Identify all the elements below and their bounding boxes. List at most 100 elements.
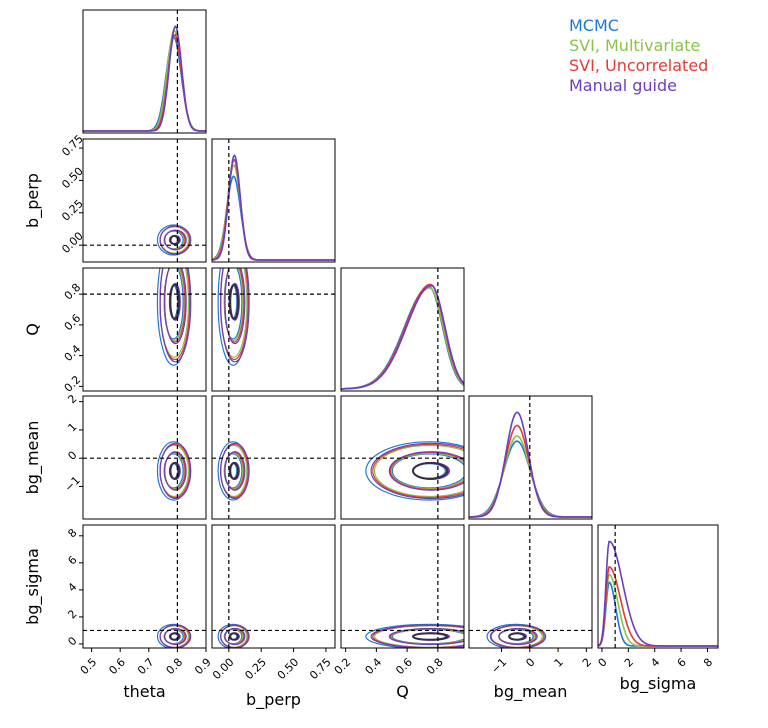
- contour-core: [169, 283, 180, 321]
- panel-plot-area: [83, 139, 206, 262]
- y-tick-label: 0.50: [59, 165, 86, 192]
- panel-Q-hist: [340, 267, 465, 392]
- panel-theta-vs-b_perp: 0.00 0.25 0.50 0.75: [59, 132, 207, 263]
- contour-1-3: [224, 451, 246, 491]
- y-tick-label: 0: [65, 634, 79, 648]
- panel-frame: [211, 395, 336, 520]
- contour-1-3: [224, 268, 246, 345]
- x-tick-label: 0.2: [332, 656, 354, 678]
- y-tick-label: 0.75: [59, 132, 86, 159]
- contour-core: [228, 283, 240, 321]
- panel-frame: [82, 395, 207, 520]
- panel-frame: [82, 267, 207, 392]
- y-tick-label: 0.8: [62, 281, 84, 303]
- contour-2-3: [370, 624, 464, 648]
- panel-b_perp-hist: [211, 138, 336, 263]
- legend-entry-svi-uncorrelated: SVI, Uncorrelated: [569, 56, 709, 75]
- x-tick-label: 2: [622, 656, 636, 670]
- panel-frame: [340, 395, 465, 520]
- y-axis-label-Q: Q: [23, 323, 42, 336]
- panel-b_perp-vs-bg_sigma: 0.00 0.25 0.50 0.75: [210, 524, 336, 683]
- contour-2-0: [365, 623, 464, 648]
- y-tick-label: 0.4: [62, 342, 84, 364]
- x-tick-label: −1: [489, 656, 510, 677]
- contour-core: [411, 462, 449, 480]
- panel-bg_mean-hist: [468, 395, 593, 520]
- contour-core: [508, 632, 526, 641]
- x-axis-label-bg_sigma: bg_sigma: [620, 674, 697, 694]
- panel-plot-area: [83, 10, 206, 133]
- x-tick-label: 0.00: [210, 656, 237, 683]
- series-line-3: [469, 411, 592, 518]
- x-tick-label: 0.8: [164, 656, 186, 678]
- contour-core: [169, 462, 180, 480]
- y-axis-label-bg_sigma: bg_sigma: [23, 548, 43, 625]
- legend-entry-mcmc: MCMC: [569, 16, 619, 35]
- contour-2-3: [220, 442, 250, 500]
- panel-frame: [468, 524, 593, 649]
- contour-1-3: [164, 451, 187, 491]
- panel-plot-area: [83, 396, 206, 519]
- y-tick-label: −1: [62, 474, 83, 495]
- series-line-1: [469, 435, 592, 518]
- contour-2-3: [370, 442, 464, 500]
- x-tick-label: 4: [648, 656, 662, 670]
- series-line-0: [212, 175, 335, 261]
- series-line-3: [212, 154, 335, 261]
- contour-core: [169, 234, 180, 246]
- panel-plot-area: [212, 268, 335, 391]
- x-tick-label: 8: [701, 656, 715, 670]
- y-tick-label: 1: [65, 420, 79, 434]
- panel-plot-area: [212, 525, 335, 648]
- x-axis-label-theta: theta: [123, 682, 165, 701]
- panel-frame: [82, 524, 207, 649]
- panel-frame: [82, 9, 207, 134]
- x-axis-label-bg_mean: bg_mean: [494, 682, 568, 702]
- contour-1-0: [391, 453, 464, 489]
- x-tick-label: 0.6: [106, 656, 128, 678]
- panel-plot-area: [341, 396, 464, 519]
- x-tick-label: 2: [580, 656, 594, 670]
- panel-plot-area: [83, 525, 206, 648]
- contour-2-2: [372, 443, 464, 499]
- panel-plot-area: [598, 525, 718, 648]
- legend: MCMC SVI, Multivariate SVI, Uncorrelated…: [569, 16, 708, 96]
- series-line-3: [341, 284, 464, 390]
- panel-theta-hist: [82, 9, 207, 134]
- panel-plot-area: [341, 268, 464, 391]
- contour-2-3: [159, 225, 192, 255]
- y-tick-label: 0.25: [59, 197, 86, 224]
- contour-core: [228, 632, 240, 641]
- x-axis-label-b_perp: b_perp: [246, 690, 301, 710]
- y-tick-label: 0.6: [62, 312, 84, 334]
- panel-theta-vs-bg_mean: −1 0 1 2: [62, 392, 207, 520]
- y-axis-label-bg_mean: bg_mean: [23, 421, 43, 495]
- series-line-0: [469, 440, 592, 518]
- panel-plot-area: [212, 139, 335, 262]
- panel-plot-area: [212, 396, 335, 519]
- x-tick-label: 6: [675, 656, 689, 670]
- contour-1-3: [224, 627, 246, 646]
- panel-Q-vs-bg_mean: [340, 395, 465, 520]
- panel-frame: [340, 524, 465, 649]
- panel-plot-area: [469, 396, 592, 519]
- contour-1-1: [390, 452, 464, 490]
- x-tick-label: 0.50: [275, 656, 302, 683]
- contour-1-3: [164, 268, 187, 345]
- series-line-3: [83, 25, 206, 132]
- y-axis-label-b_perp: b_perp: [23, 173, 43, 228]
- y-tick-label: 8: [65, 526, 79, 540]
- contour-1-3: [388, 451, 464, 491]
- panel-frame: [82, 138, 207, 263]
- x-tick-label: 0.5: [78, 656, 100, 678]
- contour-2-3: [489, 624, 547, 648]
- x-tick-label: 0.6: [393, 656, 415, 678]
- panel-frame: [211, 524, 336, 649]
- contour-2-0: [365, 441, 464, 501]
- panel-b_perp-vs-bg_mean: [211, 395, 336, 520]
- panel-frame: [468, 395, 593, 520]
- panel-plot-area: [469, 525, 592, 648]
- series-line-2: [469, 424, 592, 518]
- y-tick-label: 0.00: [59, 229, 86, 256]
- x-tick-label: 1: [552, 656, 566, 670]
